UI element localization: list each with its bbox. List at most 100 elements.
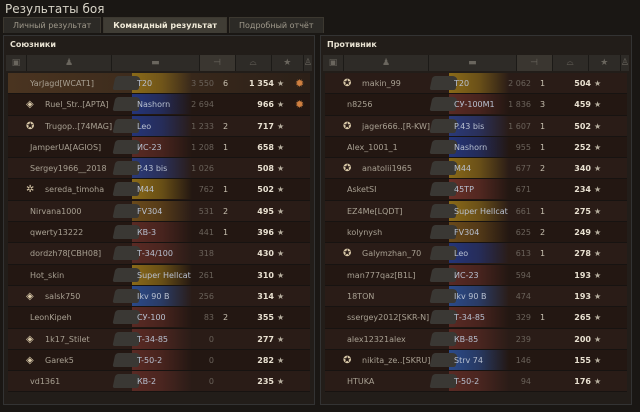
player-name[interactable]: Garek5 (45, 355, 74, 365)
player-row[interactable]: ◈ 1k17_Stilet Т-34-85 0 277 ★ (8, 328, 310, 350)
platoon-icon[interactable]: ▣ (323, 55, 344, 71)
star-icon: ★ (277, 206, 285, 216)
player-row[interactable]: man777qaz[B1L] ИС-23 594 193 ★ (325, 264, 627, 286)
player-name[interactable]: AsketSI (347, 185, 377, 195)
player-name[interactable]: jager666..[R-KW] (362, 121, 431, 131)
player-row[interactable]: 18TON Ikv 90 B 474 193 ★ (325, 285, 627, 308)
player-name[interactable]: EZ4Me[LQDT] (347, 206, 403, 216)
player-name[interactable]: sereda_timoha (45, 185, 105, 195)
frags-value: 1 (540, 121, 546, 131)
tank-name: КВ-2 (137, 377, 157, 387)
player-name[interactable]: makin_99 (362, 79, 401, 88)
frags-value: 1 (540, 249, 546, 259)
star-icon: ★ (594, 334, 602, 344)
player-row[interactable]: alex12321alex КВ-85 239 200 ★ (325, 328, 627, 350)
frags-icon[interactable]: ⌓ (553, 55, 589, 71)
player-name[interactable]: alex12321alex (347, 334, 406, 344)
player-name[interactable]: YarJagd[WCAT1] (30, 79, 94, 88)
player-row[interactable]: Hot_skin Super Hellcat 261 310 ★ (8, 264, 310, 286)
player-row[interactable]: ✪ Trugop..[74MAG] Leo 1 233 2 717 ★ (8, 115, 310, 137)
xp-icon[interactable]: ★ (589, 55, 621, 71)
player-row[interactable]: ✪ Galymzhan_70 Leo 613 1 278 ★ (325, 243, 627, 265)
player-icon[interactable]: ♟ (27, 55, 113, 71)
xp-value: 966 (257, 100, 274, 110)
player-row[interactable]: dordzh78[CBH08] Т-34/100 318 430 ★ (8, 243, 310, 265)
enemies-column-header: ▣ ♟ ▬ ⊣ ⌓ ★ ♙ (323, 55, 629, 71)
player-name[interactable]: 18TON (347, 291, 375, 301)
player-row[interactable]: JamperUA[AGIOS] ИС-23 1 208 1 658 ★ (8, 136, 310, 159)
player-row[interactable]: Nirvana1000 FV304 531 2 495 ★ (8, 200, 310, 223)
player-row[interactable]: ◈ salsk750 Ikv 90 B 256 314 ★ (8, 285, 310, 308)
player-name[interactable]: kolynysh (347, 228, 383, 238)
player-name[interactable]: nikita_ze..[SKRU] (362, 355, 431, 365)
player-row[interactable]: LeonKipeh СУ-100 83 2 355 ★ (8, 307, 310, 329)
damage-value: 2 694 (191, 100, 214, 110)
player-name[interactable]: LeonKipeh (30, 313, 72, 323)
player-name[interactable]: Ruel_Str..[APTA] (45, 100, 109, 110)
frags-value: 1 (540, 79, 546, 88)
player-name[interactable]: Trugop..[74MAG] (45, 121, 113, 131)
player-name[interactable]: dordzh78[CBH08] (30, 249, 102, 259)
nation-flag (132, 179, 192, 200)
player-name[interactable]: Alex_1001_1 (347, 142, 398, 152)
frags-value: 1 (540, 142, 546, 152)
player-row[interactable]: vd1361 КВ-2 0 235 ★ (8, 371, 310, 393)
damage-icon[interactable]: ⊣ (516, 55, 553, 71)
damage-icon[interactable]: ⊣ (199, 55, 236, 71)
player-row[interactable]: Alex_1001_1 Nashorn 955 1 252 ★ (325, 136, 627, 159)
player-name[interactable]: Hot_skin (30, 270, 65, 280)
tank-icon[interactable]: ▬ (112, 55, 200, 71)
damage-value: 594 (515, 270, 531, 280)
player-row[interactable]: ✪ makin_99 T20 2 062 1 504 ★ (325, 73, 627, 95)
player-row[interactable]: ✪ anatolii1965 M44 677 2 340 ★ (325, 158, 627, 180)
damage-value: 1 208 (191, 142, 214, 152)
xp-icon[interactable]: ★ (272, 55, 304, 71)
player-row[interactable]: HTUKA T-50-2 94 176 ★ (325, 371, 627, 393)
platoon-icon[interactable]: ▣ (6, 55, 27, 71)
player-row[interactable]: AsketSI 45TP 671 234 ★ (325, 179, 627, 201)
medal-icon[interactable]: ♙ (303, 58, 312, 68)
player-name[interactable]: ssergey2012[SKR-N] (347, 313, 430, 323)
tab-personal-result[interactable]: Личный результат (3, 17, 102, 33)
player-name[interactable]: HTUKA (347, 377, 375, 387)
xp-value: 508 (257, 164, 274, 174)
player-row[interactable]: ssergey2012[SKR-N] Т-34-85 329 1 265 ★ (325, 307, 627, 329)
platoon-icon: ◈ (26, 333, 34, 345)
player-name[interactable]: vd1361 (30, 377, 61, 387)
player-row[interactable]: ✪ jager666..[R-KW] P.43 bis 1 607 1 502 ★ (325, 115, 627, 137)
player-name[interactable]: Galymzhan_70 (362, 249, 422, 259)
player-row[interactable]: n8256 СУ-100М1 1 836 3 459 ★ (325, 94, 627, 116)
player-row[interactable]: kolynysh FV304 625 2 249 ★ (325, 222, 627, 244)
star-icon: ★ (594, 270, 602, 280)
player-row[interactable]: YarJagd[WCAT1] T20 3 550 6 1 354 ★ ✹ (8, 73, 310, 95)
player-row[interactable]: qwerty13222 КВ-3 441 1 396 ★ (8, 222, 310, 244)
frags-icon[interactable]: ⌓ (236, 55, 272, 71)
nation-flag (449, 222, 509, 243)
player-row[interactable]: ✪ nikita_ze..[SKRU] Strv 74 146 155 ★ (325, 349, 627, 372)
player-name[interactable]: anatolii1965 (362, 164, 412, 174)
tank-icon[interactable]: ▬ (429, 55, 517, 71)
player-row[interactable]: ◈ Garek5 T-50-2 0 282 ★ (8, 349, 310, 372)
player-row[interactable]: ◈ Ruel_Str..[APTA] Nashorn 2 694 966 ★ ✹ (8, 94, 310, 116)
tank-name: СУ-100М1 (454, 100, 495, 110)
player-row[interactable]: Sergey1966__2018 P.43 bis 1 026 508 ★ (8, 158, 310, 180)
nation-flag (132, 307, 192, 328)
player-name[interactable]: 1k17_Stilet (45, 334, 90, 344)
player-name[interactable]: Nirvana1000 (30, 206, 82, 216)
player-name[interactable]: JamperUA[AGIOS] (30, 142, 102, 152)
tab-team-result[interactable]: Командный результат (103, 17, 227, 33)
damage-value: 661 (515, 206, 531, 216)
player-name[interactable]: Sergey1966__2018 (30, 164, 107, 174)
platoon-icon: ◈ (26, 99, 34, 111)
player-name[interactable]: n8256 (347, 100, 373, 110)
player-name[interactable]: man777qaz[B1L] (347, 270, 416, 280)
player-name[interactable]: salsk750 (45, 291, 81, 301)
medal-icon[interactable]: ♙ (620, 58, 629, 68)
rank-icon: ✪ (343, 163, 352, 175)
player-row[interactable]: EZ4Me[LQDT] Super Hellcat 661 1 275 ★ (325, 200, 627, 223)
player-name[interactable]: qwerty13222 (30, 228, 84, 238)
player-row[interactable]: ✲ sereda_timoha M44 762 1 502 ★ (8, 179, 310, 201)
player-icon[interactable]: ♟ (344, 55, 430, 71)
tab-detailed-report[interactable]: Подробный отчёт (229, 17, 324, 33)
xp-value: 459 (574, 100, 591, 110)
